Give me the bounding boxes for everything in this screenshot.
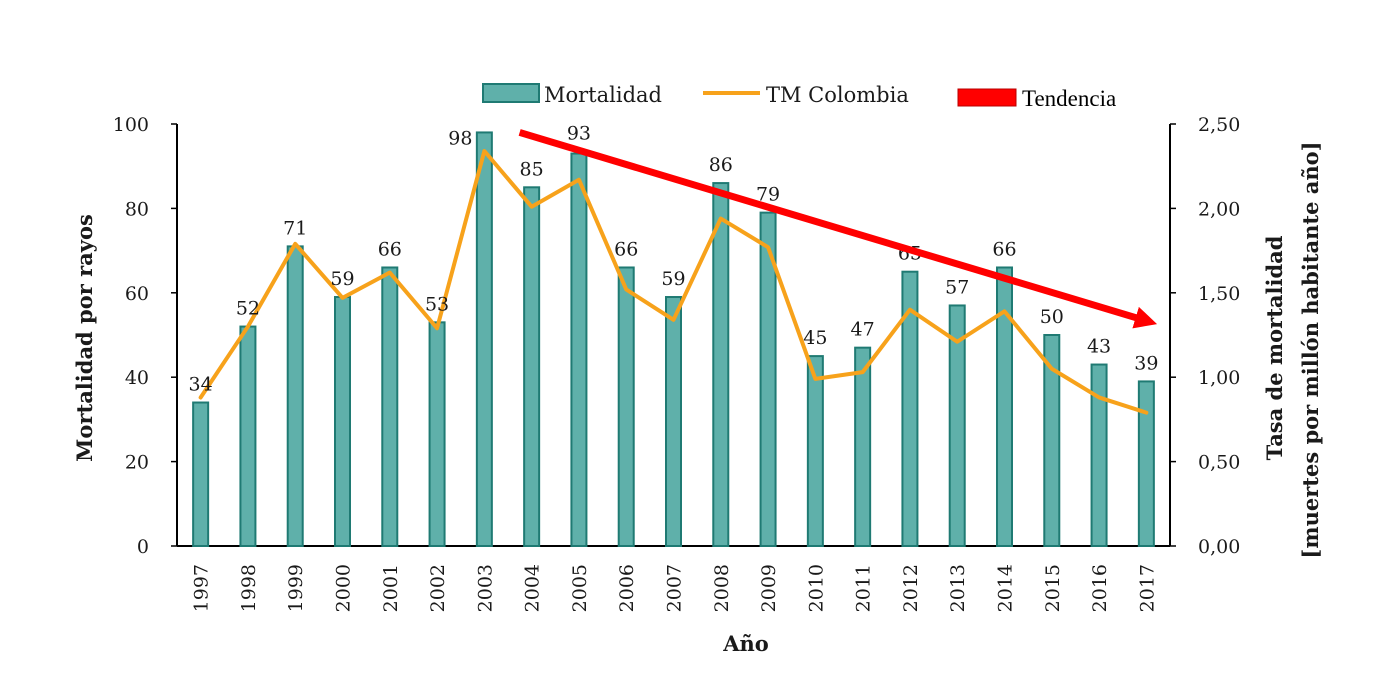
trend-arrow-group <box>520 132 1147 320</box>
bar-2005 <box>571 154 586 546</box>
x-tick-label: 2004 <box>522 564 544 612</box>
right-tick-label: 0,50 <box>1198 452 1240 474</box>
bar-value-label-2008: 86 <box>709 154 733 176</box>
y-axis-title: Mortalidad por rayos <box>72 214 97 462</box>
bar-value-label-2017: 39 <box>1134 352 1158 374</box>
bar-2003 <box>477 132 492 546</box>
x-tick-label: 2013 <box>947 564 969 612</box>
left-axis-ticks: 0 20 40 60 80 100 <box>113 114 177 558</box>
right-tick-label: 1,00 <box>1198 367 1240 389</box>
bar-2017 <box>1139 381 1154 546</box>
bar-2000 <box>335 297 350 546</box>
left-tick-label: 20 <box>125 452 149 474</box>
bar-2011 <box>855 348 870 546</box>
legend-swatch-tendencia <box>958 89 1016 106</box>
bar-value-label-1999: 71 <box>283 217 307 239</box>
bar-1999 <box>288 246 303 546</box>
x-axis-ticks: 1997 1998 1999 2000 2001 2002 2003 2004 2005 2006… <box>191 564 1159 612</box>
x-tick-label: 1998 <box>238 564 260 612</box>
bar-2008 <box>713 183 728 546</box>
bar-value-label-2007: 59 <box>661 268 685 290</box>
legend-label-tm-colombia: TM Colombia <box>766 83 909 107</box>
bar-value-label-2005: 93 <box>567 123 591 145</box>
x-tick-label: 2005 <box>569 564 591 612</box>
right-tick-label: 0,00 <box>1198 536 1240 558</box>
x-tick-label: 1999 <box>285 564 307 612</box>
chart: Mortalidad TM Colombia Tendencia 0 20 40 60… <box>0 0 1388 697</box>
x-tick-label: 2007 <box>664 564 686 612</box>
bar-value-label-2016: 43 <box>1087 336 1111 358</box>
x-tick-label: 2012 <box>900 564 922 612</box>
x-tick-label: 2003 <box>474 564 496 612</box>
bar-2014 <box>997 267 1012 546</box>
bar-value-label-2000: 59 <box>330 268 354 290</box>
x-tick-label: 2001 <box>380 564 402 612</box>
legend: Mortalidad TM Colombia Tendencia <box>483 83 1116 111</box>
x-axis-title: Año <box>722 631 769 656</box>
x-tick-label: 2008 <box>711 564 733 612</box>
x-tick-label: 2017 <box>1136 564 1158 612</box>
x-tick-label: 1997 <box>191 564 213 612</box>
legend-label-mortalidad: Mortalidad <box>544 83 662 107</box>
x-tick-label: 2016 <box>1089 564 1111 612</box>
bar-value-label-1997: 34 <box>189 374 213 396</box>
bar-value-label-2004: 85 <box>520 158 544 180</box>
bar-value-label-2006: 66 <box>614 238 638 260</box>
left-tick-label: 60 <box>125 283 149 305</box>
left-tick-label: 0 <box>137 536 149 558</box>
bar-value-label-2003: 98 <box>448 127 472 149</box>
bar-2010 <box>808 356 823 546</box>
left-tick-label: 100 <box>113 114 149 136</box>
x-tick-label: 2010 <box>805 564 827 612</box>
left-tick-label: 80 <box>125 198 149 220</box>
right-tick-label: 2,00 <box>1198 198 1240 220</box>
bar-value-label-2013: 57 <box>945 276 969 298</box>
trend-arrow <box>520 132 1147 320</box>
legend-swatch-mortalidad <box>483 84 539 102</box>
bar-2006 <box>619 267 634 546</box>
bar-2007 <box>666 297 681 546</box>
bar-1998 <box>240 327 255 546</box>
right-axis-ticks: 0,00 0,50 1,00 1,50 2,00 2,50 <box>1170 114 1240 558</box>
x-tick-label: 2014 <box>995 564 1017 612</box>
bar-1997 <box>193 403 208 546</box>
bar-value-label-2011: 47 <box>851 319 875 341</box>
bar-value-label-1998: 52 <box>236 298 260 320</box>
y2-axis-title-line1: Tasa de mortalidad <box>1262 235 1287 460</box>
legend-label-tendencia: Tendencia <box>1022 86 1116 111</box>
right-tick-label: 1,50 <box>1198 283 1240 305</box>
y2-axis-title-line2: [muertes por millón habitante año] <box>1298 141 1323 558</box>
bar-value-label-2001: 66 <box>378 238 402 260</box>
x-tick-label: 2009 <box>758 564 780 612</box>
x-tick-label: 2015 <box>1042 564 1064 612</box>
bars-mortalidad <box>193 132 1154 546</box>
left-tick-label: 40 <box>125 367 149 389</box>
bar-2001 <box>382 267 397 546</box>
x-tick-label: 2011 <box>853 564 875 612</box>
x-tick-label: 2000 <box>333 564 355 612</box>
bar-2002 <box>430 322 445 546</box>
bar-value-label-2015: 50 <box>1040 306 1064 328</box>
x-tick-label: 2002 <box>427 564 449 612</box>
x-tick-label: 2006 <box>616 564 638 612</box>
bar-2004 <box>524 187 539 546</box>
bar-value-label-2002: 53 <box>425 293 449 315</box>
bar-value-label-2010: 45 <box>803 327 827 349</box>
right-tick-label: 2,50 <box>1198 114 1240 136</box>
bar-2016 <box>1092 365 1107 546</box>
bar-value-label-2014: 66 <box>992 238 1016 260</box>
